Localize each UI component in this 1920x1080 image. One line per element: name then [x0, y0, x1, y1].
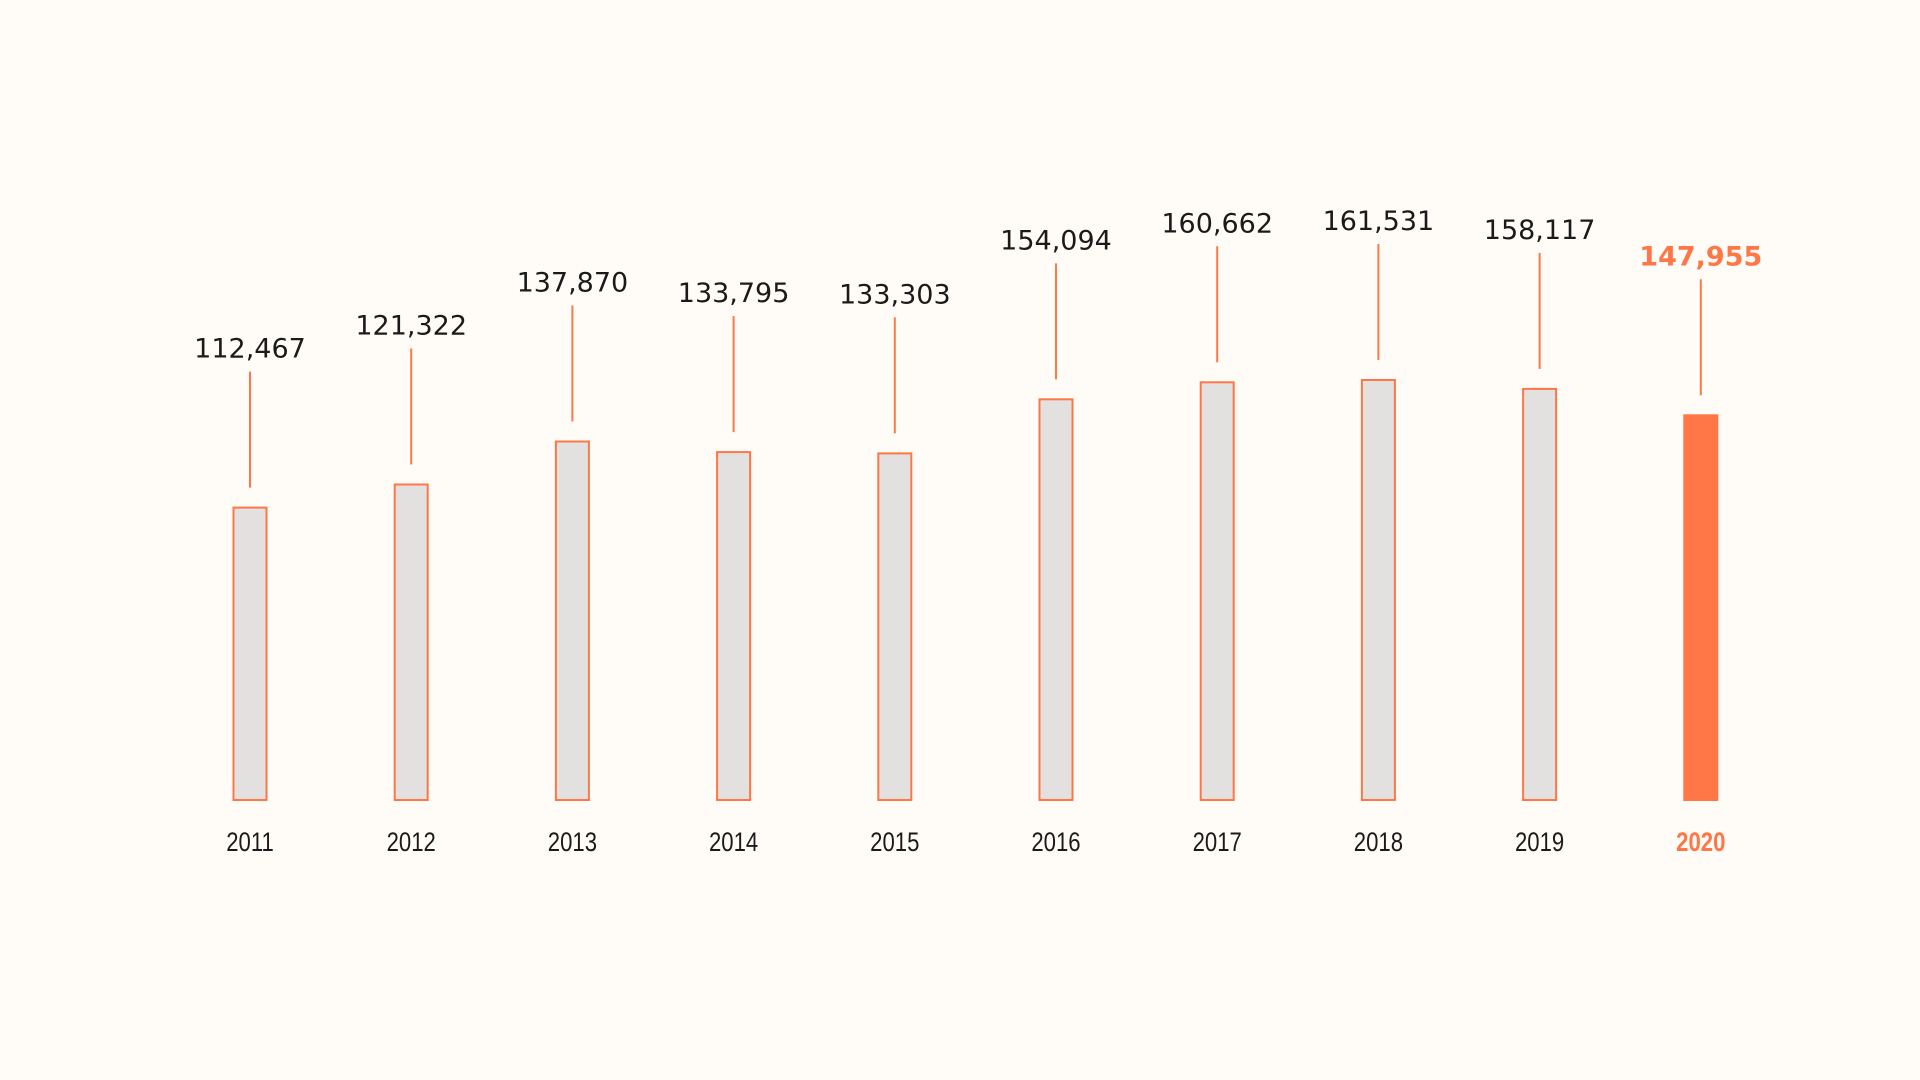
bar-2013	[554, 440, 590, 801]
bar-2015	[877, 452, 913, 801]
year-label-2020: 2020	[1676, 828, 1725, 858]
year-label-2016: 2016	[1031, 828, 1080, 858]
year-label-2017: 2017	[1193, 828, 1242, 858]
bar-2020	[1683, 414, 1719, 801]
value-label-2019: 158,117	[1484, 215, 1596, 246]
year-label-2015: 2015	[870, 828, 919, 858]
year-label-2012: 2012	[387, 828, 436, 858]
year-label-2011: 2011	[226, 828, 274, 858]
bar-2012	[393, 483, 429, 801]
bar-2011	[232, 506, 268, 801]
value-label-2020: 147,955	[1639, 241, 1762, 272]
value-label-2018: 161,531	[1323, 206, 1435, 237]
bar-2019	[1522, 387, 1558, 801]
year-label-2014: 2014	[709, 828, 758, 858]
value-label-2015: 133,303	[839, 279, 951, 310]
bar-2018	[1360, 379, 1396, 801]
value-label-2014: 133,795	[678, 278, 790, 309]
year-label-2013: 2013	[548, 828, 597, 858]
year-label-2019: 2019	[1515, 828, 1564, 858]
bar-2017	[1199, 381, 1235, 801]
value-label-2011: 112,467	[194, 334, 306, 365]
value-label-2016: 154,094	[1000, 225, 1112, 256]
value-label-2013: 137,870	[517, 268, 629, 299]
year-label-2018: 2018	[1354, 828, 1403, 858]
bar-2016	[1038, 398, 1074, 801]
bar-2014	[716, 451, 752, 801]
value-label-2017: 160,662	[1161, 208, 1273, 239]
value-label-2012: 121,322	[355, 311, 467, 342]
